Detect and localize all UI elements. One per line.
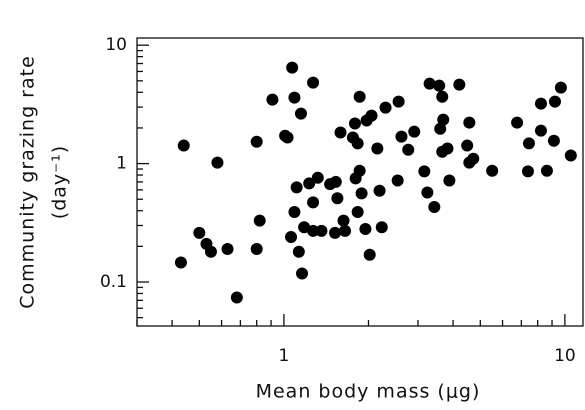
y-axis-unit: (day⁻¹) [49, 145, 71, 219]
point [253, 214, 266, 227]
point [534, 124, 547, 137]
point [174, 256, 187, 269]
point [441, 142, 454, 155]
point [339, 224, 352, 237]
point [307, 196, 320, 209]
point [402, 143, 415, 156]
point [193, 226, 206, 239]
point [351, 137, 364, 150]
point [294, 107, 307, 120]
point [204, 245, 217, 258]
point [395, 130, 408, 143]
y-tick-label: 1 [116, 154, 127, 174]
point [266, 93, 279, 106]
point [250, 135, 263, 148]
point [307, 76, 320, 89]
point [371, 142, 384, 155]
point [334, 126, 347, 139]
point [307, 224, 320, 237]
point [353, 90, 366, 103]
point [522, 137, 535, 150]
point [434, 122, 447, 135]
point [288, 206, 301, 219]
point [373, 184, 386, 197]
point [461, 139, 474, 152]
point [433, 79, 446, 92]
x-tick-label: 1 [279, 346, 290, 366]
point [392, 95, 405, 108]
point [418, 165, 431, 178]
point [391, 174, 404, 187]
point [281, 131, 294, 144]
point [221, 242, 234, 255]
point [511, 116, 524, 129]
y-axis-label: Community grazing rate [17, 55, 39, 309]
point [355, 187, 368, 200]
point [348, 117, 361, 130]
point [329, 175, 342, 188]
point [292, 245, 305, 258]
point [548, 95, 561, 108]
point [250, 242, 263, 255]
point [554, 81, 567, 94]
point [437, 113, 450, 126]
point [423, 77, 436, 90]
point [230, 291, 243, 304]
point [288, 91, 301, 104]
point [547, 134, 560, 147]
point [286, 61, 299, 74]
point [379, 101, 392, 114]
point [363, 248, 376, 261]
point [329, 226, 342, 239]
y-tick-label: 0.1 [100, 272, 127, 292]
point [315, 224, 328, 237]
point [296, 267, 309, 280]
point [453, 78, 466, 91]
point [375, 221, 388, 234]
point [311, 171, 324, 184]
point [463, 116, 476, 129]
point [177, 139, 190, 152]
point [353, 164, 366, 177]
point [540, 164, 553, 177]
point [359, 223, 372, 236]
x-axis-label: Mean body mass (μg) [256, 381, 481, 403]
point [298, 221, 311, 234]
point [486, 164, 499, 177]
point [211, 156, 224, 169]
point [467, 152, 480, 165]
point [428, 200, 441, 213]
point [331, 192, 344, 205]
y-tick-label: 10 [105, 35, 127, 55]
point [421, 186, 434, 199]
point [443, 174, 456, 187]
point [337, 214, 350, 227]
point [290, 181, 303, 194]
point [564, 149, 577, 162]
x-tick-label: 10 [554, 346, 576, 366]
point [534, 97, 547, 110]
point [303, 177, 316, 190]
point [285, 230, 298, 243]
point [408, 125, 421, 138]
point [521, 165, 534, 178]
point [436, 90, 449, 103]
point [365, 109, 378, 122]
point [351, 206, 364, 219]
